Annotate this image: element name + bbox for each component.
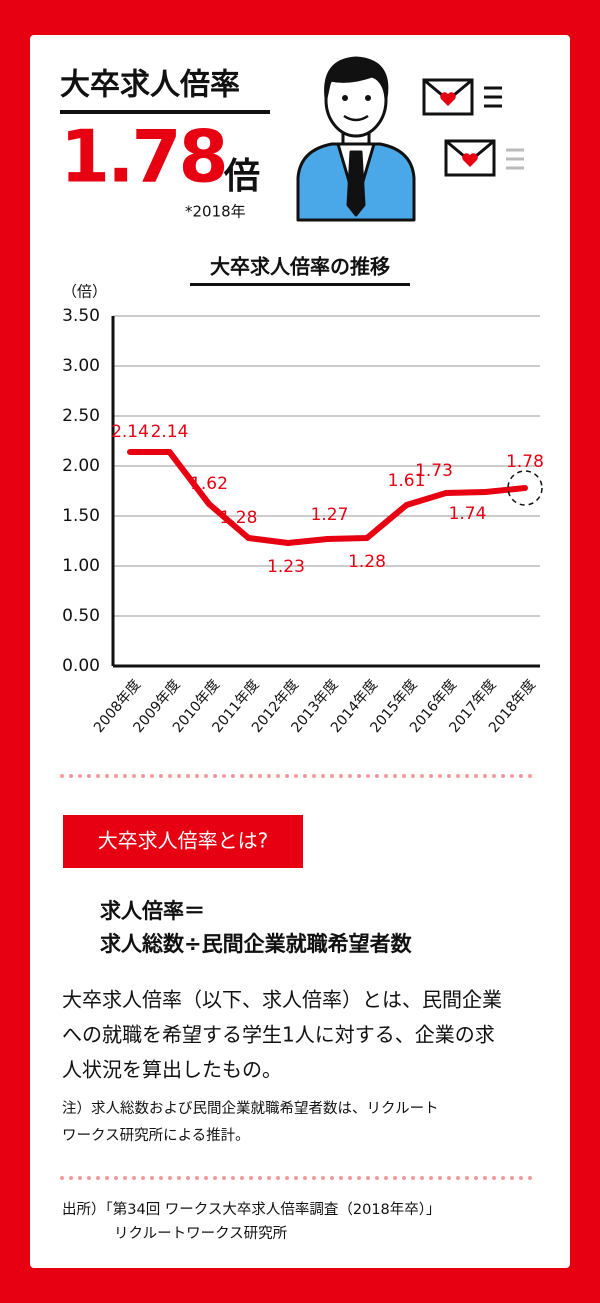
- note-line: 注）求人総数および民間企業就職希望者数は、リクルート: [62, 1100, 439, 1117]
- y-tick-label: 2.00: [62, 456, 100, 476]
- data-point: [206, 501, 212, 507]
- person-illustration: [296, 56, 416, 222]
- y-tick-label: 0.00: [62, 656, 100, 676]
- data-point: [443, 490, 449, 496]
- highlight-ring: [507, 470, 543, 506]
- data-point: [364, 535, 370, 541]
- body-line: 人状況を算出したもの。: [62, 1058, 282, 1082]
- source-line: リクルートワークス研究所: [114, 1225, 287, 1242]
- data-point: [127, 449, 133, 455]
- data-point: [482, 489, 489, 495]
- data-label: 1.73: [415, 461, 453, 481]
- data-label: 1.78: [506, 452, 544, 472]
- header-value: 1.78: [60, 115, 226, 199]
- card: [30, 35, 570, 1268]
- y-tick-label: 1.50: [62, 506, 100, 526]
- data-label: 1.27: [311, 505, 349, 525]
- formula-line: 求人倍率＝: [100, 899, 205, 923]
- data-point: [403, 502, 410, 508]
- data-label: 1.62: [190, 474, 228, 494]
- header-title: 大卒求人倍率: [60, 68, 240, 103]
- chart-title-underline: [190, 283, 410, 286]
- data-point: [166, 449, 173, 455]
- data-label: 1.74: [449, 504, 487, 524]
- data-label: 1.23: [267, 557, 305, 577]
- envelope-icon: [422, 78, 502, 116]
- data-label: 1.28: [220, 508, 258, 528]
- definition-heading: 大卒求人倍率とは?: [98, 829, 269, 853]
- body-line: への就職を希望する学生1人に対する、企業の求: [62, 1023, 495, 1047]
- data-label: 2.14: [151, 422, 189, 442]
- data-label: 1.28: [348, 552, 386, 572]
- envelope-icon: [444, 139, 524, 177]
- header-unit: 倍: [223, 156, 260, 197]
- y-tick-label: 2.50: [62, 406, 100, 426]
- formula-line: 求人総数÷民間企業就職希望者数: [100, 932, 413, 956]
- source-line: 出所）「第34回 ワークス大卒求人倍率調査（2018年卒）」: [62, 1201, 441, 1218]
- y-tick-label: 1.00: [62, 556, 100, 576]
- definition-heading-box: [63, 815, 303, 868]
- data-label: 2.14: [111, 422, 149, 442]
- title-underline: [60, 110, 270, 114]
- body-line: 大卒求人倍率（以下、求人倍率）とは、民間企業: [62, 988, 502, 1012]
- data-point: [324, 536, 331, 542]
- y-tick-label: 3.00: [62, 356, 100, 376]
- y-tick-label: 3.50: [62, 306, 100, 326]
- y-tick-label: 0.50: [62, 606, 100, 626]
- y-axis-label: （倍）: [62, 283, 107, 301]
- header-note: *2018年: [185, 203, 246, 221]
- data-point: [285, 540, 291, 546]
- data-point: [245, 535, 252, 541]
- data-point: [522, 485, 528, 491]
- note-line: ワークス研究所による推計。: [62, 1127, 250, 1144]
- data-label: 1.61: [388, 471, 426, 491]
- chart-title: 大卒求人倍率の推移: [210, 255, 390, 279]
